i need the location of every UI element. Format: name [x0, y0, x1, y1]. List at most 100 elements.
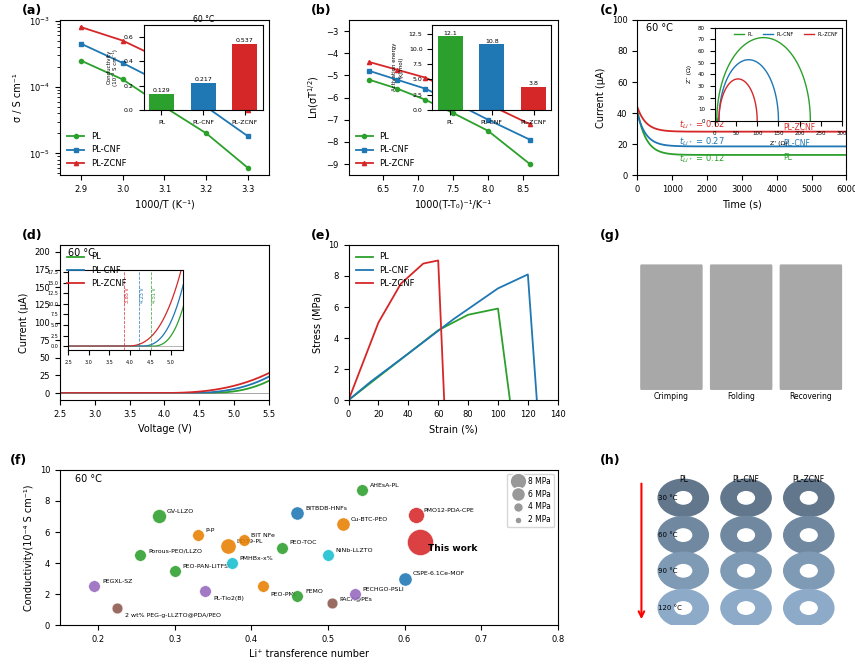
- Text: 60 °C: 60 °C: [646, 23, 673, 33]
- PL-ZCNF: [448, 87, 458, 95]
- Text: $t_{Li^+}$ = 0.62: $t_{Li^+}$ = 0.62: [679, 119, 725, 131]
- PL-ZCNF: [433, 257, 444, 265]
- PL-ZCNF: [420, 74, 430, 82]
- Circle shape: [784, 517, 834, 554]
- Legend: 8 MPa, 6 MPa, 4 MPa, 2 MPa: 8 MPa, 6 MPa, 4 MPa, 2 MPa: [507, 473, 554, 527]
- Circle shape: [675, 491, 692, 504]
- PL-CNF: [75, 40, 86, 48]
- X-axis label: 1000/T (K⁻¹): 1000/T (K⁻¹): [134, 200, 194, 209]
- Line: PL: PL: [368, 78, 532, 166]
- Circle shape: [784, 589, 834, 626]
- Text: 2 wt% PEG-g-LLZTO@PDA/PEO: 2 wt% PEG-g-LLZTO@PDA/PEO: [125, 613, 221, 618]
- Point: [168, 565, 181, 576]
- Text: PL-Tio2(B): PL-Tio2(B): [213, 597, 244, 601]
- PL-CNF: [262, 374, 272, 382]
- PL: [55, 389, 65, 397]
- PL-CNF: [159, 80, 169, 88]
- Circle shape: [675, 529, 692, 541]
- PL-CNF: [366, 378, 376, 386]
- Point: [291, 508, 304, 519]
- X-axis label: Time (s): Time (s): [722, 200, 762, 209]
- Point: [152, 511, 166, 522]
- Text: NiNb-LLZTO: NiNb-LLZTO: [336, 548, 374, 553]
- Text: (c): (c): [599, 4, 619, 17]
- PL-ZCNF: [66, 389, 76, 397]
- PL-ZCNF: [392, 66, 403, 74]
- PL: [117, 75, 127, 83]
- Text: 30 °C: 30 °C: [658, 495, 678, 501]
- PL: [374, 373, 384, 381]
- Text: GV-LLZO: GV-LLZO: [167, 509, 194, 515]
- PL-ZCNF: [439, 396, 450, 404]
- PL-ZCNF: [158, 389, 168, 397]
- Text: Recovering: Recovering: [789, 392, 832, 400]
- Text: (g): (g): [599, 229, 620, 242]
- Text: $t_{Li^+}$ = 0.27: $t_{Li^+}$ = 0.27: [679, 135, 725, 148]
- Text: 60 °C: 60 °C: [74, 474, 102, 484]
- PL-CNF: [483, 116, 493, 124]
- PL-ZCNF: [117, 37, 127, 45]
- Text: This work: This work: [428, 544, 477, 553]
- FancyBboxPatch shape: [779, 263, 843, 391]
- PL: [433, 327, 444, 334]
- Y-axis label: Conductivity(10⁻⁴ S cm⁻¹): Conductivity(10⁻⁴ S cm⁻¹): [24, 484, 34, 610]
- Line: PL-CNF: PL-CNF: [60, 374, 273, 393]
- Circle shape: [738, 529, 754, 541]
- Text: PL: PL: [679, 475, 687, 483]
- PL-ZCNF: [152, 389, 162, 397]
- Circle shape: [800, 491, 817, 504]
- PL-ZCNF: [344, 396, 354, 404]
- PL-ZCNF: [159, 57, 169, 65]
- Line: PL-CNF: PL-CNF: [79, 41, 251, 138]
- PL: [268, 375, 278, 383]
- Text: AHEsA-PL: AHEsA-PL: [370, 483, 399, 488]
- Text: PEO-TOC: PEO-TOC: [290, 541, 317, 545]
- PL-ZCNF: [262, 370, 272, 378]
- Point: [413, 537, 427, 547]
- PL: [222, 388, 233, 396]
- Text: PEO-PMI: PEO-PMI: [270, 592, 296, 597]
- Point: [291, 591, 304, 601]
- X-axis label: 1000(T-T₀)⁻¹/K⁻¹: 1000(T-T₀)⁻¹/K⁻¹: [415, 200, 492, 209]
- Legend: PL, PL-CNF, PL-ZCNF: PL, PL-CNF, PL-ZCNF: [353, 129, 418, 171]
- Text: (d): (d): [22, 229, 43, 242]
- Circle shape: [800, 602, 817, 614]
- Circle shape: [658, 517, 709, 554]
- Point: [226, 558, 239, 569]
- PL-ZCNF: [374, 319, 384, 327]
- Text: 90 °C: 90 °C: [658, 568, 678, 574]
- PL: [364, 76, 374, 84]
- Circle shape: [658, 589, 709, 626]
- Text: PACA@PEs: PACA@PEs: [339, 597, 372, 601]
- Text: Cu-BTC-PEO: Cu-BTC-PEO: [351, 517, 388, 522]
- Text: BIT NFe: BIT NFe: [251, 533, 275, 538]
- Point: [198, 586, 212, 597]
- PL-CNF: [344, 396, 354, 404]
- Text: PEGXL-SZ: PEGXL-SZ: [102, 579, 133, 585]
- Point: [410, 509, 423, 520]
- PL: [152, 389, 162, 397]
- PL-ZCNF: [525, 120, 535, 128]
- Circle shape: [738, 565, 754, 577]
- Line: PL-ZCNF: PL-ZCNF: [349, 261, 445, 400]
- Point: [336, 519, 350, 529]
- PL-CNF: [392, 76, 403, 84]
- Text: 120 °C: 120 °C: [658, 605, 682, 611]
- PL-CNF: [525, 136, 535, 144]
- Circle shape: [721, 552, 771, 589]
- PL: [463, 311, 473, 319]
- PL-CNF: [364, 67, 374, 75]
- PL: [201, 130, 211, 138]
- PL-CNF: [404, 350, 414, 358]
- Line: PL: PL: [60, 379, 273, 393]
- Text: Porous-PEO/LLZO: Porous-PEO/LLZO: [148, 548, 202, 553]
- PL: [448, 109, 458, 117]
- Point: [398, 573, 411, 584]
- PL-CNF: [201, 103, 211, 111]
- Text: PL-CNF: PL-CNF: [784, 138, 811, 148]
- Text: PL-ZCNF: PL-ZCNF: [784, 123, 816, 132]
- PL-CNF: [448, 315, 458, 323]
- Circle shape: [784, 552, 834, 589]
- PL-ZCNF: [418, 259, 428, 267]
- PL-CNF: [117, 59, 127, 67]
